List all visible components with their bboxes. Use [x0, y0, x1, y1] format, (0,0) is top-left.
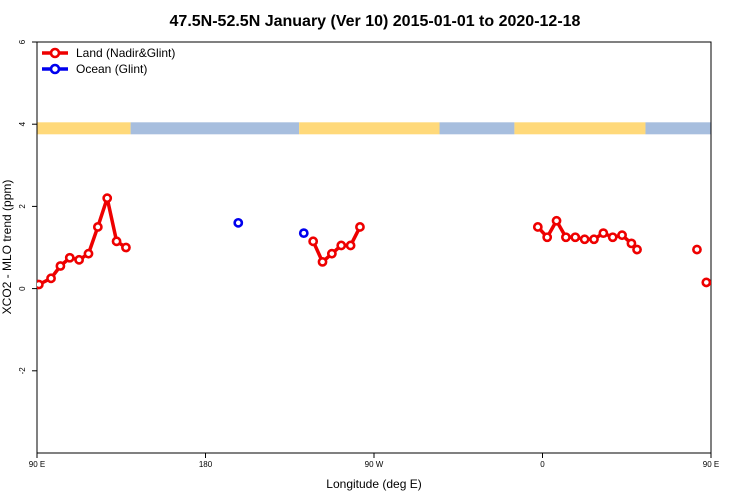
data-layer [37, 193, 747, 290]
land-data-point [102, 193, 113, 204]
land-data-point [121, 242, 131, 253]
land-series-line [37, 196, 128, 287]
land-data-point [83, 248, 94, 259]
land-data-point [111, 236, 122, 247]
ocean-data-point [233, 217, 244, 228]
x-tick-label: 180 [199, 460, 213, 469]
strip-segment-land [37, 122, 131, 135]
land-ocean-strip [37, 122, 711, 135]
strip-segment-land [299, 122, 440, 135]
land-data-point [721, 275, 728, 282]
land-data-point [561, 232, 571, 243]
land-data-point [589, 234, 599, 245]
land-data-point [326, 248, 337, 259]
land-data-point [308, 236, 319, 247]
land-data-point [570, 232, 581, 243]
axes: 90 E 180 90 W 0 90 E -2 0 2 4 6 [18, 39, 719, 469]
land-data-point [598, 228, 609, 239]
x-tick-label: 90 W [365, 460, 384, 469]
y-tick-label: 0 [18, 286, 27, 291]
x-tick-label: 0 [540, 460, 545, 469]
land-data-point [701, 277, 711, 288]
y-tick-label: 6 [18, 39, 27, 44]
land-data-point [317, 256, 328, 267]
legend-marker-land [49, 47, 61, 59]
land-data-point [355, 222, 365, 232]
y-tick-label: -2 [18, 367, 27, 375]
x-tick-label: 90 E [29, 460, 45, 469]
chart-title: 47.5N-52.5N January (Ver 10) 2015-01-01 … [170, 13, 581, 30]
land-data-point [92, 222, 103, 232]
land-data-point [345, 240, 356, 251]
land-data-point [617, 230, 627, 241]
land-data-point [532, 222, 543, 232]
ocean-data-point [298, 228, 309, 239]
x-tick-label: 90 E [703, 460, 719, 469]
strip-segment-land [514, 122, 646, 135]
land-data-point [740, 254, 747, 261]
legend-label-land: Land (Nadir&Glint) [76, 46, 175, 60]
land-data-point [731, 262, 738, 269]
plot-frame [36, 41, 712, 454]
land-data-point [336, 240, 347, 251]
land-data-point [542, 232, 553, 243]
land-data-point [46, 273, 56, 284]
y-tick-label: 2 [18, 204, 27, 209]
land-series-line [704, 280, 711, 286]
land-data-point [607, 232, 618, 243]
land-data-point [692, 244, 702, 255]
strip-segment-ocean [645, 122, 711, 135]
land-data-point [55, 261, 66, 271]
legend-label-ocean: Ocean (Glint) [76, 62, 147, 76]
x-axis-label: Longitude (deg E) [326, 477, 421, 491]
legend-marker-ocean [49, 63, 61, 75]
land-data-point [710, 283, 711, 286]
land-data-point [579, 234, 590, 245]
y-tick-label: 4 [18, 121, 27, 126]
y-axis-label: XCO2 - MLO trend (ppm) [0, 180, 14, 315]
strip-segment-ocean [439, 122, 515, 135]
strip-segment-ocean [130, 122, 300, 135]
legend: Land (Nadir&Glint) Ocean (Glint) [42, 46, 175, 76]
land-data-point [64, 252, 75, 263]
land-data-point [551, 215, 562, 226]
land-data-point [626, 238, 637, 249]
land-data-point [632, 244, 642, 255]
land-data-point [37, 279, 44, 290]
land-data-point [74, 254, 85, 265]
